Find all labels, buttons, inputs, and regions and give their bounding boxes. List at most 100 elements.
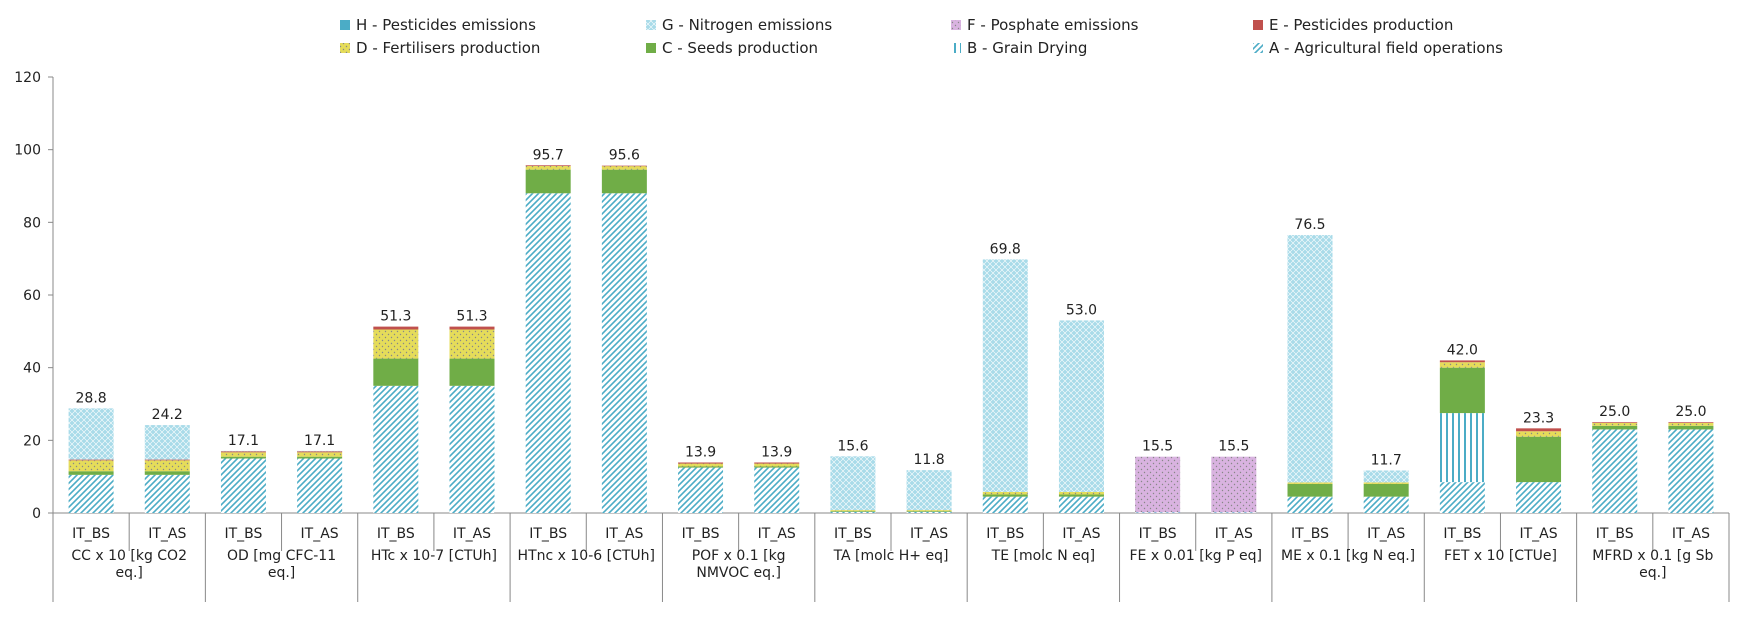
bar-segment-A xyxy=(678,467,724,513)
bar-segment-A xyxy=(1058,496,1104,513)
bar-label: IT_AS xyxy=(1519,526,1557,542)
bar-segment-D xyxy=(449,329,495,359)
bar-segment-G xyxy=(1058,320,1104,492)
bar-stack-IT_BS-1 xyxy=(220,450,266,513)
legend-swatch xyxy=(646,20,656,30)
legend-swatch xyxy=(1253,20,1263,30)
bar-segment-A xyxy=(373,385,419,513)
bar-total-label: 95.7 xyxy=(533,147,564,163)
y-tick-label: 40 xyxy=(23,361,41,377)
category-label: CC x 10 [kg CO2 eq.] xyxy=(71,548,187,581)
bar-segment-C xyxy=(754,466,800,468)
bar-segment-C xyxy=(982,494,1028,497)
bar-segment-C xyxy=(449,358,495,386)
bar-stack-IT_AS-3 xyxy=(601,165,647,513)
bar-stack-IT_BS-5 xyxy=(830,456,876,513)
axes: 0 20 40 60 80 100 120 IT_BS IT_AS CC x 10 [kg CO2… xyxy=(14,70,1730,602)
bar-segment-A xyxy=(220,458,266,513)
bar-label: IT_AS xyxy=(1215,526,1253,542)
bar-label: IT_BS xyxy=(986,526,1024,542)
bar-segment-C xyxy=(1516,436,1562,483)
bar-total-label: 25.0 xyxy=(1599,404,1630,420)
bar-segment-A xyxy=(1363,496,1409,513)
bar-total-label: 51.3 xyxy=(456,309,487,325)
bar-segment-C xyxy=(678,466,724,468)
legend: H - Pesticides emissions G - Nitrogen emi… xyxy=(340,16,1503,57)
bar-total-label: 11.7 xyxy=(1371,452,1402,468)
legend-swatch xyxy=(340,20,350,30)
bar-segment-E xyxy=(373,326,419,330)
bar-segment-G xyxy=(68,408,114,460)
bar-segment-A xyxy=(830,511,876,513)
bar-label: IT_BS xyxy=(1596,526,1634,542)
bar-segment-C xyxy=(144,471,190,475)
bar-stack-IT_AS-5 xyxy=(906,470,952,513)
bar-segment-C xyxy=(1592,425,1638,430)
bar-segment-D xyxy=(373,329,419,359)
category-label: MFRD x 0.1 [g Sb eq.] xyxy=(1592,548,1713,581)
bar-segment-D xyxy=(1668,422,1714,426)
bar-label: IT_AS xyxy=(605,526,643,542)
category-label: OD [mg CFC-11 eq.] xyxy=(227,548,336,581)
category-label: FET x 10 [CTUe] xyxy=(1444,548,1557,564)
bar-total-label: 15.5 xyxy=(1142,439,1173,455)
category-label: FE x 0.01 [kg P eq] xyxy=(1129,548,1261,564)
bar-segment-A xyxy=(1287,496,1333,513)
bar-label: IT_BS xyxy=(1291,526,1329,542)
bar-label: IT_BS xyxy=(834,526,872,542)
bar-segment-G xyxy=(830,456,876,511)
bar-segment-A xyxy=(1592,429,1638,513)
y-tick-label: 100 xyxy=(14,143,41,159)
bars: 28.8 24.2 17.1 17.1 51.3 51.3 95.7 95.6 13.9 13.9… xyxy=(68,147,1714,513)
bar-segment-E xyxy=(1439,360,1485,363)
bar-stack-IT_BS-0 xyxy=(68,408,114,513)
bar-label: IT_BS xyxy=(1443,526,1481,542)
bar-stack-IT_BS-3 xyxy=(525,165,571,513)
bar-segment-E xyxy=(297,451,343,453)
bar-segment-A xyxy=(1135,512,1181,513)
y-tick-label: 80 xyxy=(23,215,41,231)
bar-segment-A xyxy=(68,474,114,513)
category-label: TE [molc N eq] xyxy=(991,548,1095,564)
bar-total-label: 25.0 xyxy=(1675,404,1706,420)
legend-swatch xyxy=(646,43,656,53)
legend-label: G - Nitrogen emissions xyxy=(662,16,832,34)
bar-segment-G xyxy=(220,450,266,452)
bar-total-label: 13.9 xyxy=(761,444,792,460)
bar-label: IT_AS xyxy=(758,526,796,542)
bar-segment-E xyxy=(1592,422,1638,423)
bar-segment-D xyxy=(1058,491,1104,495)
bar-stack-IT_AS-1 xyxy=(297,450,343,513)
bar-segment-G xyxy=(1363,470,1409,483)
bar-label: IT_BS xyxy=(682,526,720,542)
legend-label: B - Grain Drying xyxy=(967,39,1087,57)
bar-total-label: 95.6 xyxy=(609,148,640,164)
bar-segment-A xyxy=(754,467,800,513)
bar-segment-D xyxy=(678,463,724,467)
bar-segment-A xyxy=(1439,482,1485,513)
bar-stack-IT_BS-9 xyxy=(1439,360,1485,513)
y-tick-label: 120 xyxy=(14,70,41,86)
legend-label: E - Pesticides production xyxy=(1269,16,1453,34)
legend-label: H - Pesticides emissions xyxy=(356,16,536,34)
legend-label: C - Seeds production xyxy=(662,39,818,57)
bar-segment-E xyxy=(144,459,190,461)
bar-total-label: 17.1 xyxy=(228,433,259,449)
bar-segment-D xyxy=(1516,431,1562,437)
bar-segment-E xyxy=(1516,428,1562,432)
bar-segment-C xyxy=(1668,425,1714,430)
bar-segment-C xyxy=(906,511,952,512)
bar-segment-A xyxy=(297,458,343,513)
bar-segment-D xyxy=(525,166,571,170)
bar-segment-E xyxy=(68,459,114,461)
legend-item-D: D - Fertilisers production xyxy=(340,39,540,57)
bar-segment-A xyxy=(1516,482,1562,513)
bar-label: IT_AS xyxy=(301,526,339,542)
bar-total-label: 15.6 xyxy=(837,438,868,454)
bar-segment-D xyxy=(982,491,1028,495)
bar-total-label: 13.9 xyxy=(685,444,716,460)
bar-segment-E xyxy=(220,451,266,453)
bar-stack-IT_AS-2 xyxy=(449,326,495,513)
